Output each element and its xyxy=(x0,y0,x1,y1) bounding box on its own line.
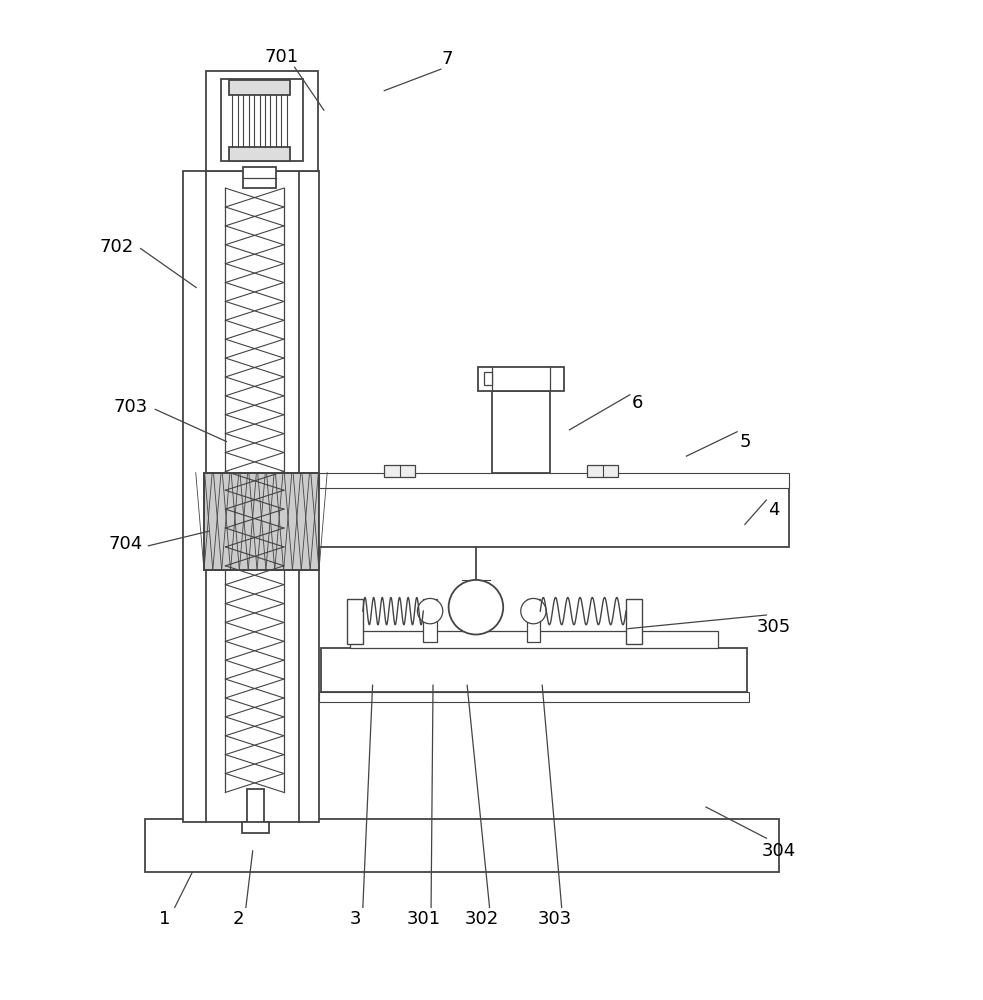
Text: 701: 701 xyxy=(264,48,299,66)
Bar xyxy=(492,391,549,473)
Text: 305: 305 xyxy=(757,618,791,636)
Bar xyxy=(247,789,264,824)
Circle shape xyxy=(448,580,503,635)
Text: 1: 1 xyxy=(159,910,171,928)
Bar xyxy=(204,473,319,570)
Text: 6: 6 xyxy=(632,394,644,412)
Bar xyxy=(626,599,642,644)
Text: 704: 704 xyxy=(109,535,144,553)
Text: 2: 2 xyxy=(232,910,244,928)
Bar xyxy=(183,171,319,822)
Text: 7: 7 xyxy=(442,50,453,68)
Text: 304: 304 xyxy=(762,842,796,860)
Text: 302: 302 xyxy=(465,910,499,928)
Text: 4: 4 xyxy=(769,501,780,519)
Bar xyxy=(229,147,290,161)
Bar xyxy=(220,79,304,161)
Bar xyxy=(424,599,436,642)
Text: 301: 301 xyxy=(406,910,440,928)
Text: 703: 703 xyxy=(114,398,148,416)
Bar xyxy=(204,473,319,570)
Bar xyxy=(478,367,563,391)
Bar xyxy=(243,167,276,188)
Bar xyxy=(145,819,779,872)
Bar xyxy=(319,488,788,547)
Text: 3: 3 xyxy=(349,910,361,928)
Bar xyxy=(320,648,747,692)
Text: 702: 702 xyxy=(99,238,134,256)
Circle shape xyxy=(418,598,442,624)
Text: 303: 303 xyxy=(538,910,572,928)
Bar xyxy=(229,80,290,95)
Bar xyxy=(347,599,363,644)
Circle shape xyxy=(521,598,547,624)
Bar xyxy=(319,473,788,488)
Bar xyxy=(242,822,269,833)
Bar xyxy=(484,372,492,385)
Bar xyxy=(319,692,749,702)
Text: 5: 5 xyxy=(739,433,751,451)
Bar xyxy=(350,631,718,648)
Bar xyxy=(527,599,541,642)
Bar xyxy=(587,465,618,477)
Bar xyxy=(205,71,318,171)
Bar xyxy=(384,465,416,477)
